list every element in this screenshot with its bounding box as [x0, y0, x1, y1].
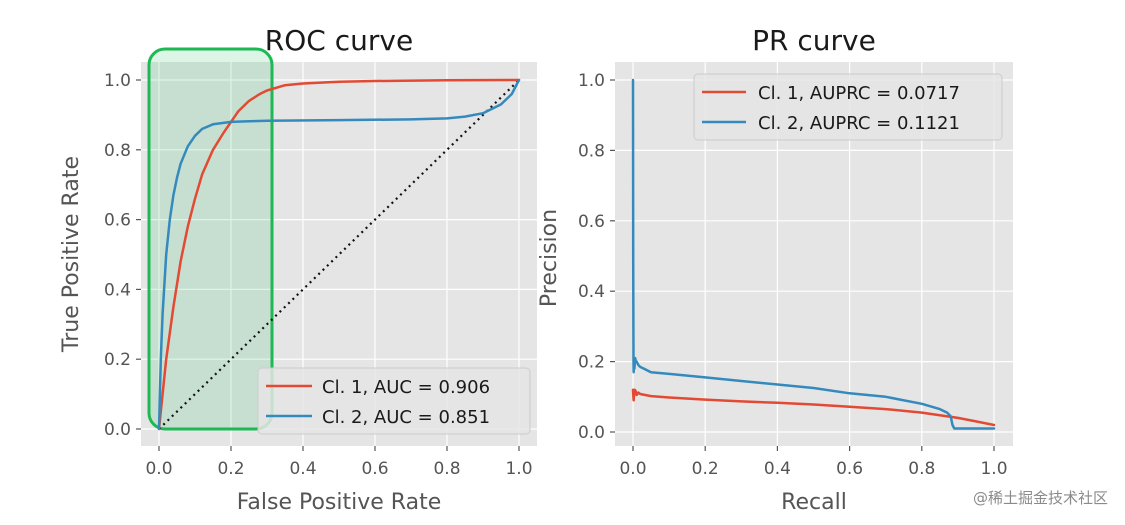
- pr-x-tick-label: 0.0: [619, 459, 646, 479]
- roc-x-axis-label: False Positive Rate: [237, 490, 441, 515]
- roc-legend-box: [257, 367, 531, 435]
- pr-x-tick-label: 0.4: [764, 459, 791, 479]
- pr-y-tick-label: 0.2: [578, 353, 605, 373]
- roc-legend-label-1: Cl. 1, AUC = 0.906: [322, 377, 490, 398]
- roc-legend-label-2: Cl. 2, AUC = 0.851: [322, 407, 490, 428]
- roc-x-tick-label: 0.8: [433, 459, 460, 479]
- pr-x-tick-label: 0.2: [692, 459, 719, 479]
- pr-series-line-1: [631, 388, 996, 427]
- pr-legend-label-2: Cl. 2, AUPRC = 0.1121: [758, 113, 960, 134]
- watermark-text: @稀土掘金技术社区: [973, 489, 1108, 507]
- roc-grid: [141, 62, 537, 446]
- roc-y-tick-label: 0.6: [104, 211, 131, 231]
- pr-legend-label-1: Cl. 1, AUPRC = 0.0717: [758, 83, 960, 104]
- roc-highlight-box: [147, 47, 274, 431]
- pr-x-tick-label: 0.6: [836, 459, 863, 479]
- pr-series-line-2: [631, 78, 996, 430]
- roc-y-tick-label: 0.8: [104, 141, 131, 161]
- roc-y-tick-label: 0.2: [104, 350, 131, 370]
- pr-y-tick-label: 0.6: [578, 212, 605, 232]
- roc-chart: 0.0 0.2 0.4 0.6 0.8 1.0 0.0 0.2 0.4 0.6 0.8 1.0 ROC…: [59, 24, 537, 515]
- pr-series-lines: [631, 78, 996, 430]
- pr-legend: Cl. 1, AUPRC = 0.0717 Cl. 2, AUPRC = 0.11…: [693, 73, 1003, 141]
- roc-x-tick-label: 1.0: [505, 459, 532, 479]
- pr-title: PR curve: [752, 24, 876, 57]
- roc-series-line-2: [157, 78, 521, 431]
- roc-title: ROC curve: [265, 24, 413, 57]
- pr-y-tick-label: 0.8: [578, 141, 605, 161]
- roc-x-tick-label: 0.4: [289, 459, 316, 479]
- roc-tick-labels: 0.0 0.2 0.4 0.6 0.8 1.0 0.0 0.2 0.4 0.6 0.8 1.0: [104, 71, 533, 479]
- roc-highlight-region: [147, 47, 274, 431]
- roc-x-tick-label: 0.0: [145, 459, 172, 479]
- roc-y-axis-label: True Positive Rate: [59, 156, 84, 353]
- roc-x-tick-label: 0.2: [217, 459, 244, 479]
- roc-x-tick-label: 0.6: [361, 459, 388, 479]
- roc-legend: Cl. 1, AUC = 0.906 Cl. 2, AUC = 0.851: [257, 367, 531, 435]
- roc-y-tick-label: 1.0: [104, 71, 131, 91]
- pr-y-axis-label: Precision: [537, 209, 562, 307]
- pr-chart: 0.0 0.2 0.4 0.6 0.8 1.0 0.0 0.2 0.4 0.6 0.8 1.0 PR …: [537, 24, 1013, 515]
- roc-series-lines: [157, 78, 521, 431]
- pr-x-axis-label: Recall: [781, 490, 847, 515]
- pr-legend-box: [693, 73, 1003, 141]
- roc-y-tick-label: 0.4: [104, 280, 131, 300]
- pr-y-tick-label: 0.4: [578, 282, 605, 302]
- pr-y-tick-label: 1.0: [578, 71, 605, 91]
- pr-x-tick-label: 0.8: [908, 459, 935, 479]
- pr-x-tick-label: 1.0: [980, 459, 1007, 479]
- pr-tick-labels: 0.0 0.2 0.4 0.6 0.8 1.0 0.0 0.2 0.4 0.6 0.8 1.0: [578, 71, 1008, 479]
- pr-y-tick-label: 0.0: [578, 423, 605, 443]
- roc-y-tick-label: 0.0: [104, 420, 131, 440]
